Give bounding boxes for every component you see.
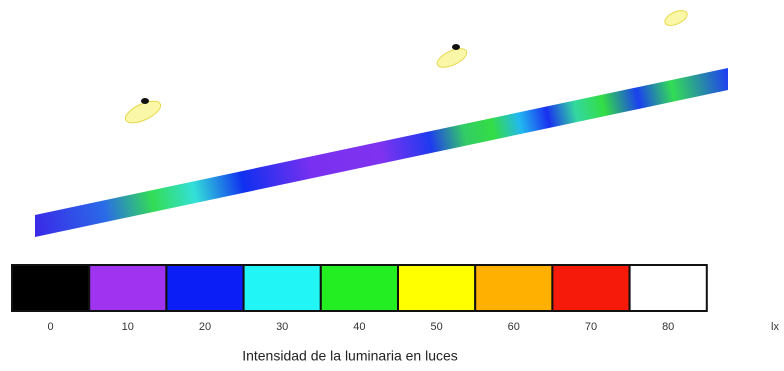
legend-label: 20 (199, 321, 211, 333)
luminaire (436, 44, 468, 68)
color-swatch (165, 264, 245, 312)
color-swatch (628, 264, 708, 312)
caption: Intensidad de la luminaria en luces (242, 348, 458, 364)
color-swatch (474, 264, 554, 312)
legend-label: 0 (48, 321, 54, 333)
legend-label: 50 (430, 321, 442, 333)
unit-label: lx (771, 321, 779, 333)
color-swatch (242, 264, 322, 312)
legend-label: 80 (662, 321, 674, 333)
color-legend: 0 10 20 30 40 50 60 70 80 (11, 264, 708, 333)
color-swatch (11, 264, 91, 312)
road-illuminance (35, 68, 728, 237)
legend-label: 10 (122, 321, 134, 333)
color-swatch (551, 264, 631, 312)
color-swatch (397, 264, 477, 312)
color-swatch (319, 264, 399, 312)
legend-label: 30 (276, 321, 288, 333)
luminaire (124, 98, 162, 124)
legend-label: 60 (508, 321, 520, 333)
luminaire (664, 10, 688, 26)
legend-label: 70 (585, 321, 597, 333)
color-swatch (88, 264, 168, 312)
legend-label: 40 (353, 321, 365, 333)
